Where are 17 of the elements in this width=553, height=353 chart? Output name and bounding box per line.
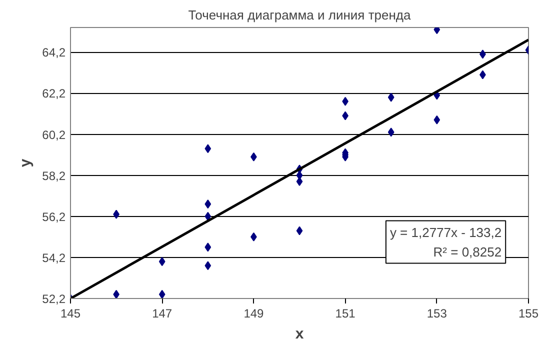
annotation: y = 1,2777x - 133,2 R² = 0,8252 [390,224,502,260]
y-tick-label: 60,2 [42,128,66,142]
x-tick-label: 151 [335,306,356,320]
x-tick-label: 153 [426,306,448,320]
y-tick-label: 52,2 [42,292,66,306]
y-tick-label: 54,2 [42,250,66,265]
x-tick-label: 149 [244,306,264,320]
y-tick-label: 58,2 [42,168,66,183]
x-tick-label: 155 [518,306,539,320]
y-axis-title: y [17,158,34,168]
x-tick-label: 145 [60,306,81,320]
y-tick-label: 64,2 [42,46,66,60]
chart-title: Точечная диаграмма и линия тренда [188,8,412,22]
x-tick-label: 147 [152,306,172,320]
y-tick-label: 62,2 [42,86,66,101]
y-tick-label: 56,2 [42,210,66,224]
x-axis-title: x [295,326,304,342]
